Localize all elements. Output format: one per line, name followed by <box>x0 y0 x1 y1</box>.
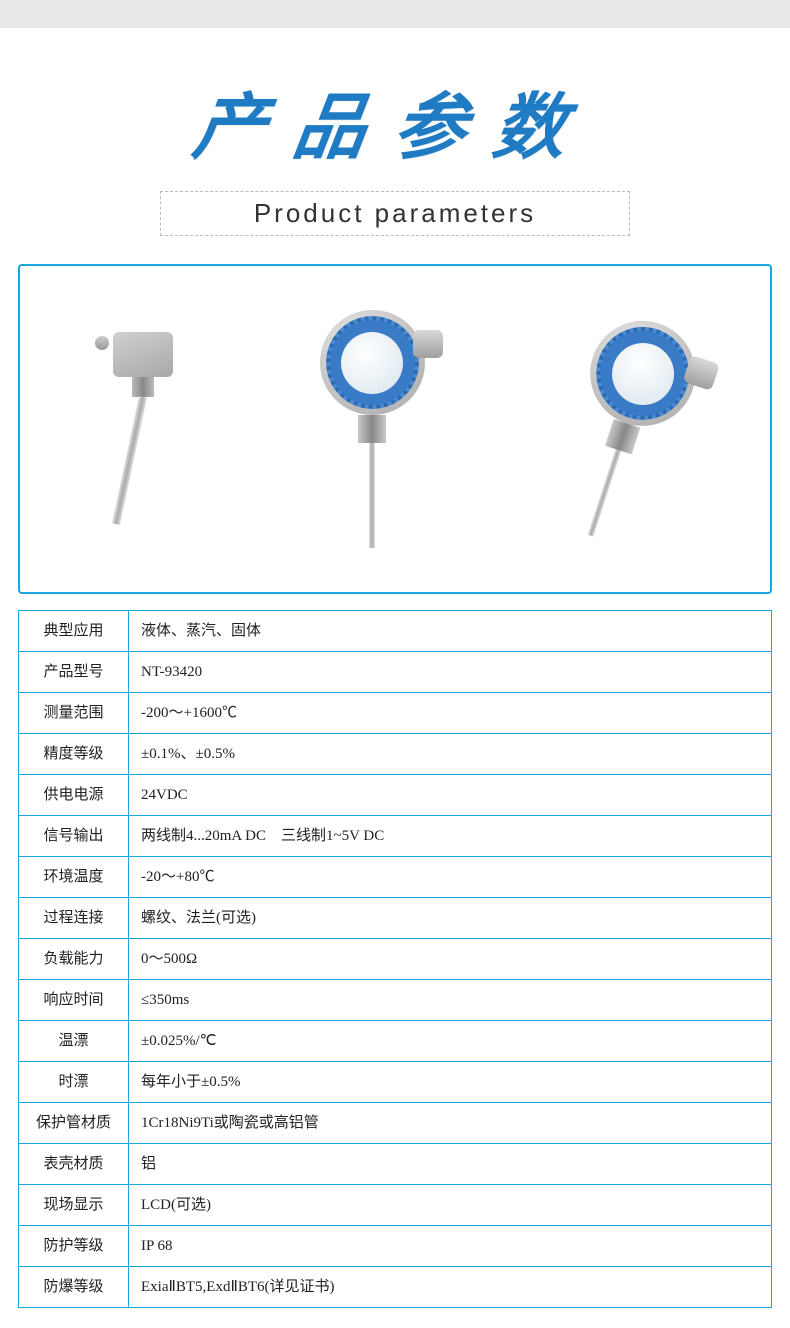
table-row: 现场显示LCD(可选) <box>19 1185 772 1226</box>
spec-label: 防爆等级 <box>19 1267 129 1308</box>
table-row: 防爆等级ExiaⅡBT5,ExdⅡBT6(详见证书) <box>19 1267 772 1308</box>
title-cn: 产品参数 <box>188 68 603 173</box>
spec-label: 典型应用 <box>19 611 129 652</box>
table-row: 防护等级IP 68 <box>19 1226 772 1267</box>
table-row: 供电电源24VDC <box>19 775 772 816</box>
spec-table: 典型应用液体、蒸汽、固体产品型号NT-93420测量范围-200～+1600℃精… <box>18 610 772 1308</box>
table-row: 时漂每年小于±0.5% <box>19 1062 772 1103</box>
spec-label: 负载能力 <box>19 939 129 980</box>
top-bar <box>0 0 790 28</box>
spec-label: 测量范围 <box>19 693 129 734</box>
spec-value: ExiaⅡBT5,ExdⅡBT6(详见证书) <box>129 1267 772 1308</box>
header: 产品参数 Product parameters <box>0 28 790 236</box>
table-row: 信号输出两线制4...20mA DC 三线制1~5V DC <box>19 816 772 857</box>
spec-value: NT-93420 <box>129 652 772 693</box>
spec-value: 24VDC <box>129 775 772 816</box>
sensor-plain-icon <box>113 332 173 527</box>
spec-value: LCD(可选) <box>129 1185 772 1226</box>
spec-label: 表壳材质 <box>19 1144 129 1185</box>
sensor-transmitter-angled-icon <box>572 318 677 541</box>
spec-value: ±0.025%/℃ <box>129 1021 772 1062</box>
spec-label: 防护等级 <box>19 1226 129 1267</box>
spec-label: 信号输出 <box>19 816 129 857</box>
table-row: 环境温度-20～+80℃ <box>19 857 772 898</box>
spec-label: 精度等级 <box>19 734 129 775</box>
table-row: 精度等级±0.1%、±0.5% <box>19 734 772 775</box>
spec-value: 0～500Ω <box>129 939 772 980</box>
spec-value: IP 68 <box>129 1226 772 1267</box>
table-row: 过程连接螺纹、法兰(可选) <box>19 898 772 939</box>
spec-value: 每年小于±0.5% <box>129 1062 772 1103</box>
spec-label: 温漂 <box>19 1021 129 1062</box>
table-row: 产品型号NT-93420 <box>19 652 772 693</box>
spec-label: 响应时间 <box>19 980 129 1021</box>
spec-label: 保护管材质 <box>19 1103 129 1144</box>
spec-value: 液体、蒸汽、固体 <box>129 611 772 652</box>
spec-value: ≤350ms <box>129 980 772 1021</box>
spec-value: ±0.1%、±0.5% <box>129 734 772 775</box>
spec-label: 现场显示 <box>19 1185 129 1226</box>
spec-label: 时漂 <box>19 1062 129 1103</box>
spec-value: 1Cr18Ni9Ti或陶瓷或高铝管 <box>129 1103 772 1144</box>
spec-value: -20～+80℃ <box>129 857 772 898</box>
product-image-panel <box>18 264 772 594</box>
sensor-transmitter-front-icon <box>320 310 425 548</box>
spec-value: 螺纹、法兰(可选) <box>129 898 772 939</box>
spec-value: -200～+1600℃ <box>129 693 772 734</box>
spec-value: 铝 <box>129 1144 772 1185</box>
table-row: 测量范围-200～+1600℃ <box>19 693 772 734</box>
spec-label: 环境温度 <box>19 857 129 898</box>
spec-label: 过程连接 <box>19 898 129 939</box>
spec-label: 供电电源 <box>19 775 129 816</box>
spec-label: 产品型号 <box>19 652 129 693</box>
table-row: 负载能力0～500Ω <box>19 939 772 980</box>
spec-table-body: 典型应用液体、蒸汽、固体产品型号NT-93420测量范围-200～+1600℃精… <box>19 611 772 1308</box>
subtitle-en: Product parameters <box>160 191 630 236</box>
table-row: 典型应用液体、蒸汽、固体 <box>19 611 772 652</box>
table-row: 保护管材质1Cr18Ni9Ti或陶瓷或高铝管 <box>19 1103 772 1144</box>
table-row: 响应时间≤350ms <box>19 980 772 1021</box>
table-row: 表壳材质铝 <box>19 1144 772 1185</box>
table-row: 温漂±0.025%/℃ <box>19 1021 772 1062</box>
spec-value: 两线制4...20mA DC 三线制1~5V DC <box>129 816 772 857</box>
